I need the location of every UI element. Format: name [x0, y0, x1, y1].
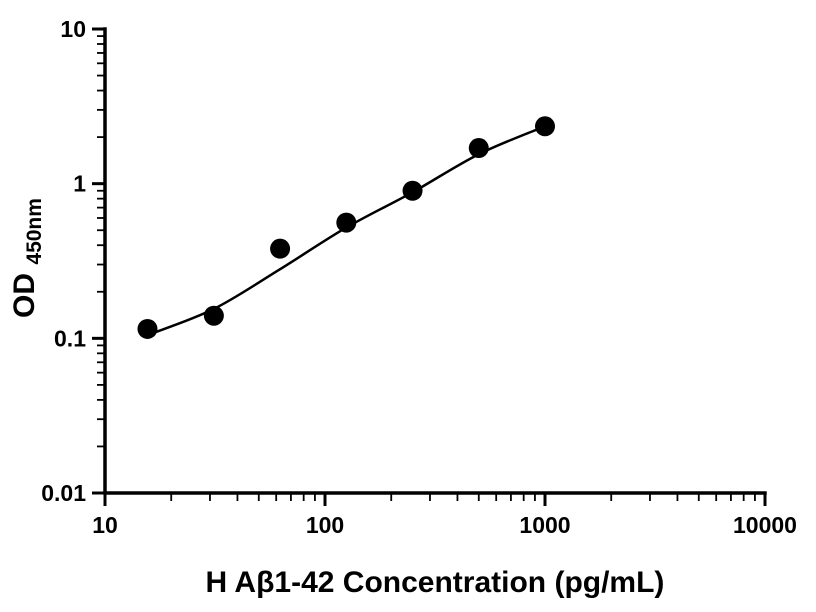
y-axis-title-subscript: 450nm — [23, 198, 46, 265]
y-tick-label: 0.01 — [41, 480, 86, 506]
y-tick-label: 0.1 — [54, 325, 86, 351]
data-point-marker — [468, 138, 489, 159]
x-tick-label: 100 — [306, 512, 344, 538]
y-axis-title: OD 450nm — [8, 198, 46, 318]
y-tick-label: 1 — [73, 171, 86, 197]
data-point-marker — [336, 212, 357, 233]
x-axis-title: H Aβ1-42 Concentration (pg/mL) — [206, 566, 665, 599]
data-point-marker — [137, 318, 158, 339]
data-point-marker — [402, 180, 423, 201]
axis-lines — [103, 27, 767, 495]
y-axis-title-main: OD — [8, 273, 41, 318]
x-tick-label: 10 — [92, 512, 118, 538]
plot-layer: 10 100 1000 10000 0.01 0.1 1 10 — [41, 16, 797, 538]
data-point-marker — [535, 116, 555, 137]
x-tick-label: 1000 — [519, 512, 570, 538]
data-point-marker — [270, 238, 291, 259]
y-tick-label: 10 — [60, 16, 86, 42]
x-tick-label: 10000 — [733, 512, 797, 538]
data-point-marker — [203, 305, 224, 326]
